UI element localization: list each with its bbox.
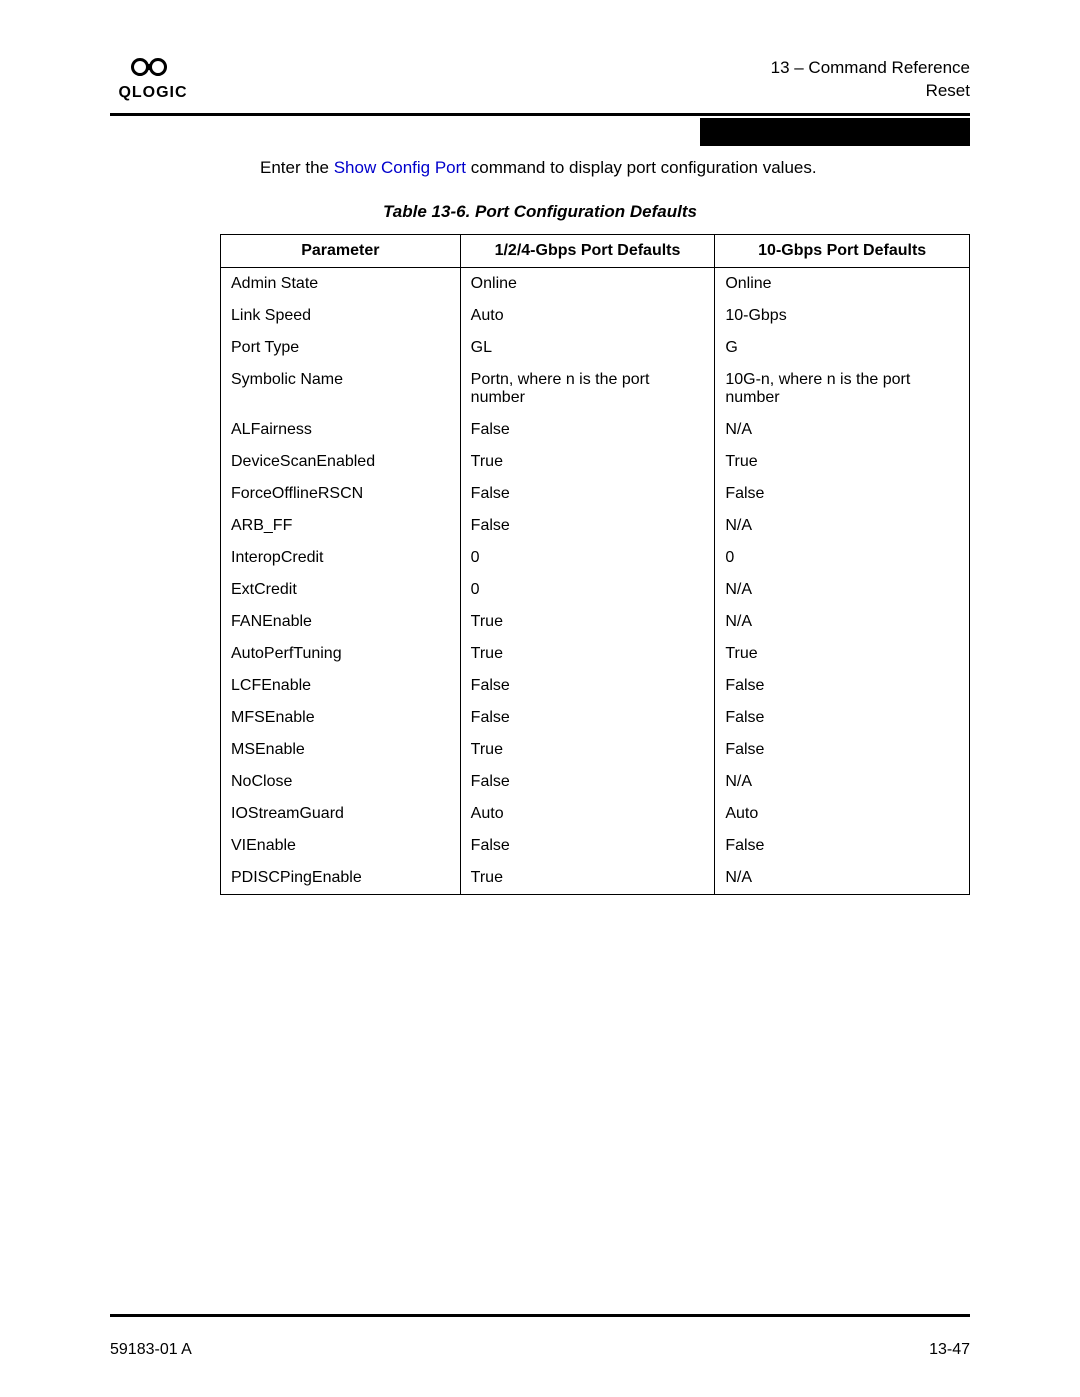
table-row: ALFairnessFalseN/A	[221, 414, 970, 446]
table-row: ForceOfflineRSCNFalseFalse	[221, 478, 970, 510]
table-row: MSEnableTrueFalse	[221, 734, 970, 766]
table-cell: False	[460, 670, 715, 702]
table-cell: GL	[460, 332, 715, 364]
table-cell: VIEnable	[221, 830, 461, 862]
table-cell: True	[715, 446, 970, 478]
table-row: AutoPerfTuningTrueTrue	[221, 638, 970, 670]
table-cell: False	[715, 702, 970, 734]
header-rule	[110, 113, 970, 116]
table-cell: IOStreamGuard	[221, 798, 461, 830]
table-cell: True	[460, 606, 715, 638]
page-footer: 59183-01 A 13-47	[110, 1341, 970, 1359]
table-row: InteropCredit00	[221, 542, 970, 574]
table-row: Link SpeedAuto10-Gbps	[221, 300, 970, 332]
table-row: IOStreamGuardAutoAuto	[221, 798, 970, 830]
table-row: ExtCredit0N/A	[221, 574, 970, 606]
page: QLOGIC 13 – Command Reference Reset Ente…	[0, 0, 1080, 1397]
table-cell: N/A	[715, 574, 970, 606]
table-cell: False	[460, 766, 715, 798]
table-cell: False	[460, 830, 715, 862]
intro-before: Enter the	[260, 158, 334, 177]
table-caption: Table 13-6. Port Configuration Defaults	[110, 202, 970, 222]
footer-rule	[110, 1314, 970, 1317]
table-cell: NoClose	[221, 766, 461, 798]
table-cell: FANEnable	[221, 606, 461, 638]
page-header: QLOGIC 13 – Command Reference Reset	[110, 55, 970, 113]
table-cell: True	[715, 638, 970, 670]
table-row: MFSEnableFalseFalse	[221, 702, 970, 734]
table-row: Port TypeGLG	[221, 332, 970, 364]
table-cell: AutoPerfTuning	[221, 638, 461, 670]
table-cell: Online	[460, 268, 715, 301]
table-cell: ALFairness	[221, 414, 461, 446]
table-cell: MFSEnable	[221, 702, 461, 734]
table-cell: 10G-n, where n is the port number	[715, 364, 970, 414]
table-cell: False	[460, 702, 715, 734]
table-cell: Link Speed	[221, 300, 461, 332]
table-row: Symbolic NamePortn, where n is the port …	[221, 364, 970, 414]
table-row: FANEnableTrueN/A	[221, 606, 970, 638]
table-cell: Admin State	[221, 268, 461, 301]
table-cell: True	[460, 446, 715, 478]
col-header-10gbps: 10-Gbps Port Defaults	[715, 235, 970, 268]
table-header-row: Parameter 1/2/4-Gbps Port Defaults 10-Gb…	[221, 235, 970, 268]
table-row: LCFEnableFalseFalse	[221, 670, 970, 702]
table-cell: PDISCPingEnable	[221, 862, 461, 895]
table-cell: Online	[715, 268, 970, 301]
table-row: ARB_FFFalseN/A	[221, 510, 970, 542]
table-cell: ExtCredit	[221, 574, 461, 606]
table-cell: DeviceScanEnabled	[221, 446, 461, 478]
table-cell: N/A	[715, 414, 970, 446]
table-cell: N/A	[715, 862, 970, 895]
intro-paragraph: Enter the Show Config Port command to di…	[260, 158, 970, 178]
table-cell: False	[460, 414, 715, 446]
port-defaults-table: Parameter 1/2/4-Gbps Port Defaults 10-Gb…	[220, 234, 970, 895]
table-cell: False	[460, 510, 715, 542]
table-cell: Auto	[460, 300, 715, 332]
section-title: Reset	[771, 80, 970, 103]
col-header-124gbps: 1/2/4-Gbps Port Defaults	[460, 235, 715, 268]
table-cell: Port Type	[221, 332, 461, 364]
table-cell: N/A	[715, 510, 970, 542]
table-cell: N/A	[715, 606, 970, 638]
table-cell: True	[460, 734, 715, 766]
table-row: Admin StateOnlineOnline	[221, 268, 970, 301]
table-cell: Auto	[460, 798, 715, 830]
thumb-tab	[700, 118, 970, 146]
footer-docnum: 59183-01 A	[110, 1341, 192, 1359]
table-cell: InteropCredit	[221, 542, 461, 574]
chapter-title: 13 – Command Reference	[771, 57, 970, 80]
table-cell: G	[715, 332, 970, 364]
col-header-parameter: Parameter	[221, 235, 461, 268]
qlogic-logo: QLOGIC	[110, 55, 196, 103]
table-cell: ForceOfflineRSCN	[221, 478, 461, 510]
header-text: 13 – Command Reference Reset	[771, 57, 970, 103]
table-cell: 0	[715, 542, 970, 574]
table-cell: False	[460, 478, 715, 510]
table-cell: Symbolic Name	[221, 364, 461, 414]
intro-after: command to display port configuration va…	[466, 158, 817, 177]
footer-pagenum: 13-47	[929, 1341, 970, 1359]
table-cell: 0	[460, 542, 715, 574]
table-cell: MSEnable	[221, 734, 461, 766]
show-config-port-link[interactable]: Show Config Port	[334, 158, 466, 177]
table-cell: False	[715, 734, 970, 766]
table-cell: ARB_FF	[221, 510, 461, 542]
table-cell: True	[460, 638, 715, 670]
table-cell: N/A	[715, 766, 970, 798]
table-cell: Auto	[715, 798, 970, 830]
svg-text:QLOGIC: QLOGIC	[118, 84, 187, 101]
table-cell: False	[715, 670, 970, 702]
table-row: VIEnableFalseFalse	[221, 830, 970, 862]
table-cell: LCFEnable	[221, 670, 461, 702]
table-cell: False	[715, 830, 970, 862]
table-cell: Portn, where n is the port number	[460, 364, 715, 414]
table-row: NoCloseFalseN/A	[221, 766, 970, 798]
table-cell: False	[715, 478, 970, 510]
table-row: PDISCPingEnableTrueN/A	[221, 862, 970, 895]
table-row: DeviceScanEnabledTrueTrue	[221, 446, 970, 478]
table-cell: True	[460, 862, 715, 895]
table-cell: 0	[460, 574, 715, 606]
table-cell: 10-Gbps	[715, 300, 970, 332]
